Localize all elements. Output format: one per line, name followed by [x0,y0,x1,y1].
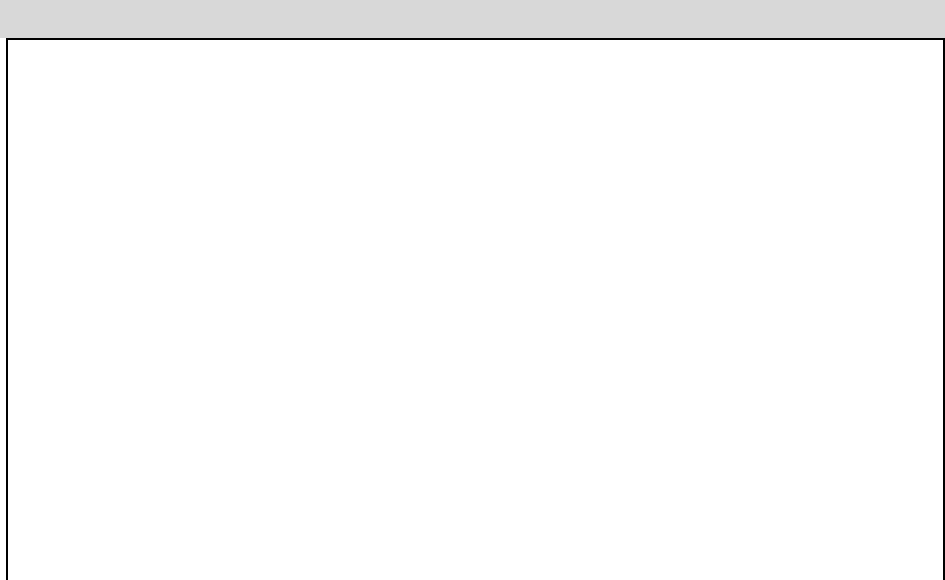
event-header [0,0,945,38]
left-border [6,38,8,580]
trace-panel[interactable] [0,38,945,580]
time-ruler [6,38,945,40]
right-border [943,38,945,580]
